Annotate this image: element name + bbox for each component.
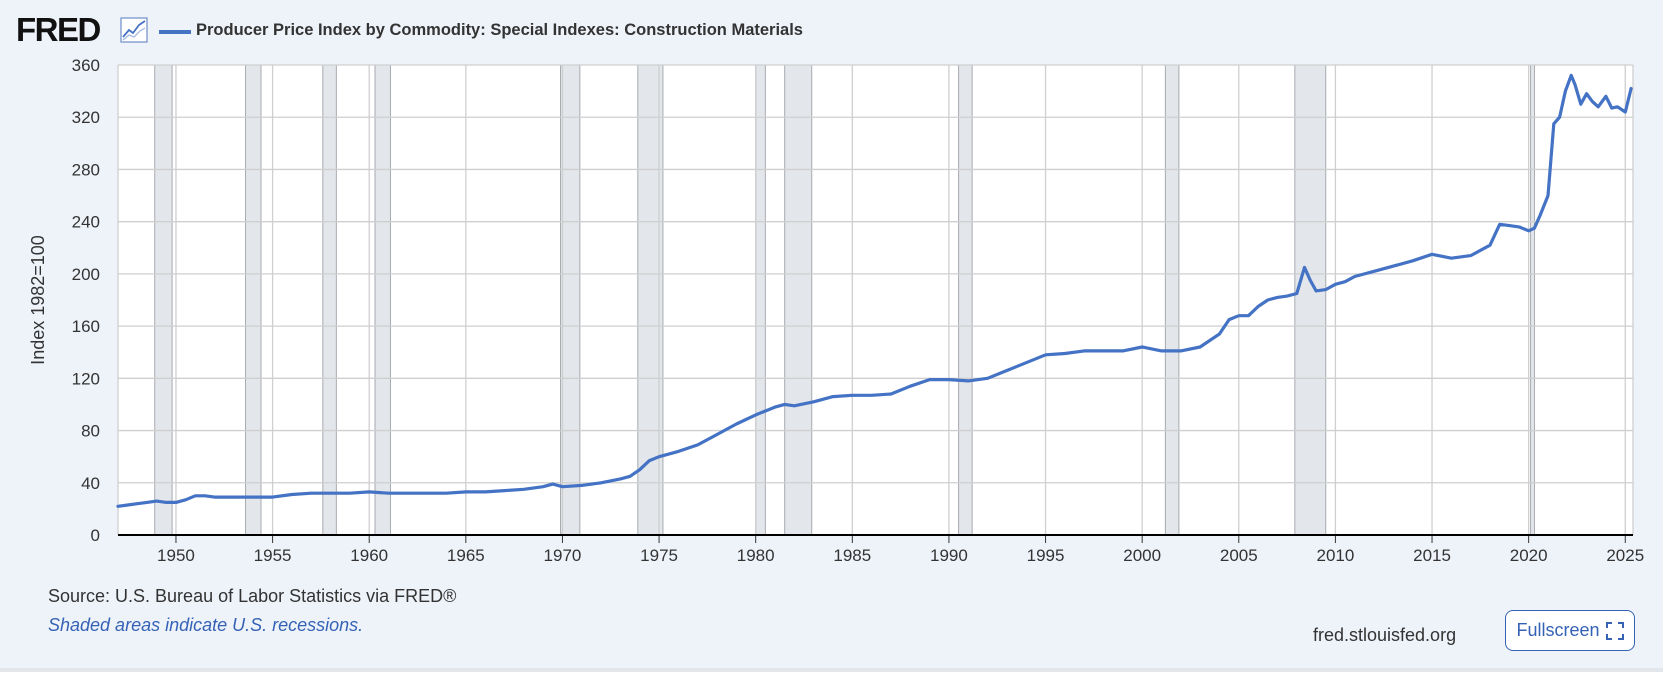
series-line: [116, 73, 1633, 508]
x-tick-label: 1980: [737, 546, 775, 565]
x-tick-label: 1970: [544, 546, 582, 565]
fred-logo[interactable]: FRED: [16, 11, 101, 48]
x-tick-label: 1995: [1027, 546, 1065, 565]
x-tick-label: 2015: [1413, 546, 1451, 565]
x-tick-label: 1965: [447, 546, 485, 565]
chart-title: Producer Price Index by Commodity: Speci…: [196, 21, 803, 39]
fullscreen-label: Fullscreen: [1516, 620, 1600, 640]
line-chart-icon[interactable]: [120, 17, 148, 43]
legend-swatch: [159, 30, 191, 34]
y-axis: 0 40 80 120 160 200 240 280 320 360: [72, 56, 100, 545]
recession-band: [560, 64, 581, 536]
recession-band: [1164, 64, 1180, 536]
y-tick-label: 40: [81, 474, 100, 493]
recession-band: [1294, 64, 1327, 536]
recession-band: [154, 64, 173, 536]
y-tick-label: 360: [72, 56, 100, 75]
source-text: Source: U.S. Bureau of Labor Statistics …: [48, 586, 457, 606]
y-axis-label: Index 1982=100: [28, 235, 48, 365]
fullscreen-button[interactable]: Fullscreen: [1505, 610, 1635, 651]
y-tick-label: 320: [72, 108, 100, 127]
recession-band: [958, 64, 973, 536]
plot-background: [118, 65, 1633, 535]
y-tick-label: 120: [72, 369, 100, 388]
x-tick-label: 1955: [254, 546, 292, 565]
y-tick-label: 160: [72, 317, 100, 336]
x-tick-label: 1950: [157, 546, 195, 565]
x-tick-label: 2020: [1510, 546, 1548, 565]
recession-band: [784, 64, 813, 536]
y-tick-label: 280: [72, 160, 100, 179]
x-tick-label: 2000: [1123, 546, 1161, 565]
recession-band: [755, 64, 766, 536]
expand-icon: [1605, 621, 1624, 640]
site-url[interactable]: fred.stlouisfed.org: [1313, 625, 1457, 645]
x-tick-label: 1960: [350, 546, 388, 565]
recession-band: [322, 64, 337, 536]
y-tick-label: 0: [91, 526, 100, 545]
recession-band: [245, 64, 262, 536]
x-tick-label: 1985: [833, 546, 871, 565]
x-axis: 1950 1955 1960 1965 1970 1975 1980 1985 1990 1995…: [157, 535, 1644, 565]
y-tick-label: 200: [72, 265, 100, 284]
x-tick-label: 2025: [1606, 546, 1644, 565]
x-tick-label: 1975: [640, 546, 678, 565]
y-tick-label: 240: [72, 213, 100, 232]
recession-note: Shaded areas indicate U.S. recessions.: [48, 615, 364, 635]
x-tick-label: 2005: [1220, 546, 1258, 565]
x-tick-label: 1990: [930, 546, 968, 565]
y-tick-label: 80: [81, 422, 100, 441]
bottom-divider: [0, 668, 1663, 672]
recession-band: [1530, 64, 1535, 536]
x-tick-label: 2010: [1316, 546, 1354, 565]
recession-band: [374, 64, 391, 536]
